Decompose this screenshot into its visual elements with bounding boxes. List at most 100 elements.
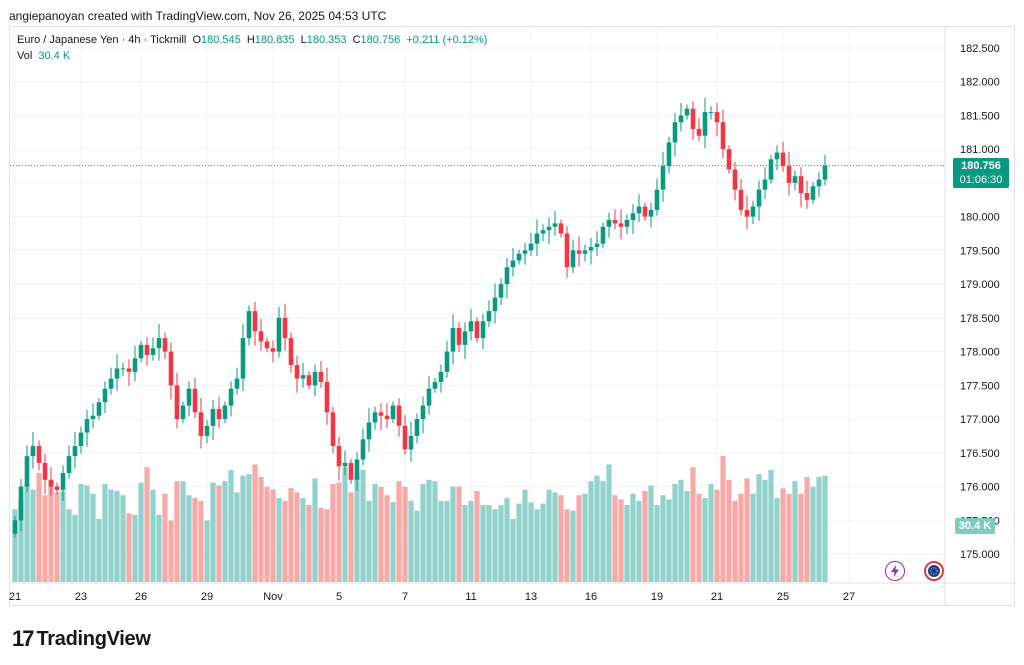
volume-bar (18, 498, 24, 582)
candles (12, 97, 828, 538)
candle-body (456, 327, 462, 345)
volume-bar (642, 491, 648, 582)
candle-body (408, 435, 414, 450)
candle-body (288, 338, 294, 366)
open-label: O (192, 34, 201, 46)
candle-body (504, 267, 510, 285)
y-tick-label: 179.500 (960, 245, 1000, 257)
candle-body (354, 459, 360, 480)
candle-body (636, 206, 642, 214)
volume-bar (426, 479, 432, 582)
candle-body (402, 425, 408, 450)
candle-body (678, 115, 684, 123)
high-value: 180.835 (254, 34, 295, 46)
y-tick-label: 182.000 (960, 77, 1000, 89)
candle-body (48, 479, 54, 487)
candle-body (372, 412, 378, 423)
volume-bar (816, 477, 822, 582)
candle-body (168, 351, 174, 386)
volume-bar (144, 467, 150, 582)
candle-body (804, 193, 810, 200)
volume-bar (300, 498, 306, 582)
y-tick-label: 177.000 (960, 414, 1000, 426)
candle-body (810, 186, 816, 200)
volume-bar (240, 475, 246, 582)
volume-bar (516, 503, 522, 582)
volume-bar (438, 500, 444, 582)
ohlc-legend: Euro / Japanese Yen · 4h · Tickmill O180… (17, 34, 490, 46)
volume-bar (690, 467, 696, 582)
candle-body (36, 446, 42, 463)
candle-body (750, 206, 756, 217)
volume-bar (150, 489, 156, 582)
volume-bar (786, 493, 792, 582)
y-tick-label: 176.000 (960, 482, 1000, 494)
volume-bar (198, 500, 204, 582)
candle-body (822, 165, 828, 180)
candle-body (246, 311, 252, 339)
y-tick-label: 179.000 (960, 279, 1000, 291)
candle-body (702, 112, 708, 136)
candle-body (222, 405, 228, 420)
candle-body (342, 462, 348, 467)
volume-bar (108, 489, 114, 582)
volume-bar (372, 484, 378, 582)
candle-body (54, 486, 60, 490)
volume-bar (696, 493, 702, 582)
volume-bar (222, 481, 228, 582)
volume-bar (294, 492, 300, 582)
volume-bar (612, 495, 618, 582)
candle-body (270, 348, 276, 352)
candle-body (120, 368, 126, 370)
candle-body (474, 321, 480, 339)
volume-bar (738, 493, 744, 582)
volume-bar (138, 482, 144, 582)
candle-body (72, 446, 78, 457)
candle-body (528, 243, 534, 251)
volume-bar (96, 519, 102, 582)
volume-bar (498, 505, 504, 582)
volume-bar (708, 484, 714, 582)
volume-bar (510, 519, 516, 582)
candle-body (318, 371, 324, 382)
candle-body (738, 189, 744, 210)
volume-bar (462, 505, 468, 582)
volume-bar (684, 491, 690, 582)
lightning-icon[interactable] (885, 561, 905, 581)
y-tick-label: 182.500 (960, 43, 1000, 55)
volume-bar (570, 510, 576, 582)
volume-bar (264, 486, 270, 582)
volume-bar (576, 495, 582, 582)
candle-body (420, 405, 426, 420)
volume-bar (396, 481, 402, 582)
candle-body (192, 388, 198, 413)
candle-body (66, 456, 72, 474)
volume-bar (672, 484, 678, 582)
volume-bar (114, 491, 120, 582)
vol-label: Vol (17, 50, 33, 62)
volume-bar (156, 514, 162, 582)
candle-body (42, 462, 48, 480)
volume-bar (348, 492, 354, 582)
y-tick-label: 178.000 (960, 347, 1000, 359)
y-tick-label: 176.500 (960, 448, 1000, 460)
candle-body (162, 338, 168, 352)
volume-bar (162, 493, 168, 582)
candle-body (570, 250, 576, 268)
globe-icon[interactable] (924, 561, 944, 581)
x-tick-label: 23 (75, 591, 87, 603)
volume-bar (192, 498, 198, 582)
close-label: C (352, 34, 361, 46)
candle-body (138, 344, 144, 359)
candle-body (240, 338, 246, 379)
volume-bar (270, 489, 276, 582)
x-tick-label: 21 (711, 591, 723, 603)
candle-body (720, 122, 726, 150)
volume-bar (66, 509, 72, 582)
volume-bar (624, 505, 630, 582)
candle-body (618, 223, 624, 227)
volume-bar (732, 500, 738, 582)
candle-body (516, 253, 522, 261)
volume-bar (798, 493, 804, 582)
